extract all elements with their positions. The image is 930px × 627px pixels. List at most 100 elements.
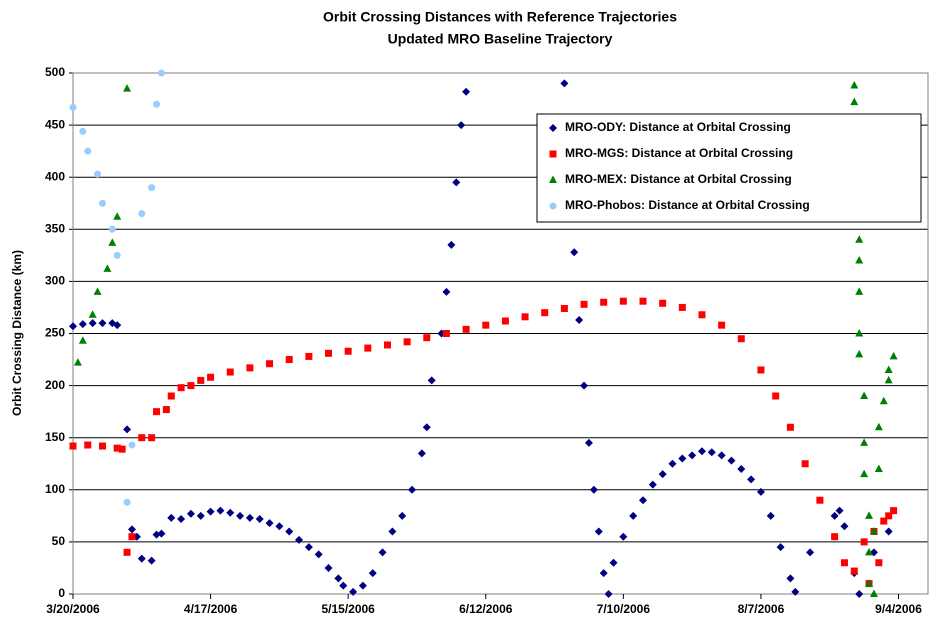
y-tick-label: 250 [45,326,65,340]
data-point [88,319,97,328]
data-point [368,569,377,578]
data-point [639,496,647,505]
data-point [245,513,254,522]
data-point [791,587,800,596]
data-point [599,569,608,578]
plot-border [72,72,929,595]
data-point [860,538,868,546]
data-point [447,240,456,249]
data-point [207,373,215,381]
y-tick-label: 300 [45,274,65,288]
data-point [584,438,593,447]
data-point [874,464,883,472]
x-tick-label: 4/17/2006 [184,602,238,616]
data-point [378,548,387,557]
legend-marker [549,124,557,132]
data-point [860,469,869,478]
data-point [98,319,107,328]
data-point [246,364,254,372]
data-point [113,212,122,220]
data-point [594,527,603,536]
data-point [265,519,274,528]
data-point [84,441,92,449]
y-axis-label: Orbit Crossing Distance (km) [10,250,24,416]
data-point [79,127,87,135]
data-point [358,581,367,590]
data-point [668,459,677,468]
data-point [580,381,589,390]
data-point [98,442,106,450]
data-point [850,97,859,106]
data-point [570,248,579,257]
data-point [776,543,785,552]
y-tick-label: 50 [52,534,66,548]
data-point [408,485,417,494]
data-point [889,351,898,360]
data-point [619,532,628,541]
data-point [855,329,864,337]
data-point [314,550,323,559]
data-point [756,487,765,496]
chart-title: Orbit Crossing Distances with Reference … [323,9,677,25]
data-point [865,511,874,519]
data-point [127,525,136,534]
data-point [717,451,726,460]
data-point [285,356,293,364]
data-point [123,498,131,506]
data-point [678,303,686,311]
data-point [137,554,146,563]
y-tick-label: 350 [45,221,65,235]
data-point [417,449,426,458]
data-point [560,304,568,312]
data-point [334,574,343,583]
data-point [69,322,77,331]
data-point [860,391,869,400]
data-point [737,335,745,343]
data-point [457,121,466,130]
data-point [325,349,333,357]
data-point [304,543,313,552]
data-point [162,406,170,414]
data-point [688,451,697,460]
legend-label: MRO-MEX: Distance at Orbital Crossing [565,172,792,186]
y-tick-label: 150 [45,430,65,444]
legend-label: MRO-Phobos: Distance at Orbital Crossing [565,198,810,212]
legend-marker [549,175,557,183]
data-point [698,311,706,319]
data-point [452,178,461,187]
data-point [383,341,391,349]
data-point [678,454,687,463]
data-point [187,382,195,390]
data-point [816,496,824,504]
data-point [88,310,97,318]
data-point [806,548,815,557]
data-point [78,336,87,344]
data-point [186,509,195,518]
data-point [197,376,205,384]
data-point [442,330,450,337]
x-tick-label: 5/15/2006 [321,602,375,616]
legend-label: MRO-ODY: Distance at Orbital Crossing [565,120,791,134]
data-point [609,558,618,567]
data-point [462,87,471,96]
data-point [364,344,372,352]
data-point [69,103,77,111]
data-point [874,422,883,431]
data-point [482,321,490,329]
data-point [285,527,294,536]
data-point [830,511,839,520]
data-point [560,79,569,88]
data-point [108,225,116,233]
data-point [167,392,175,400]
data-point [196,511,205,520]
data-point [427,376,436,385]
x-tick-label: 3/20/2006 [46,602,100,616]
data-point [648,480,657,489]
data-point [177,514,186,523]
data-point [600,298,608,306]
data-point [639,297,647,305]
legend-box [536,113,922,223]
data-point [850,567,858,575]
y-tick-label: 0 [58,586,65,600]
data-point [890,507,898,515]
